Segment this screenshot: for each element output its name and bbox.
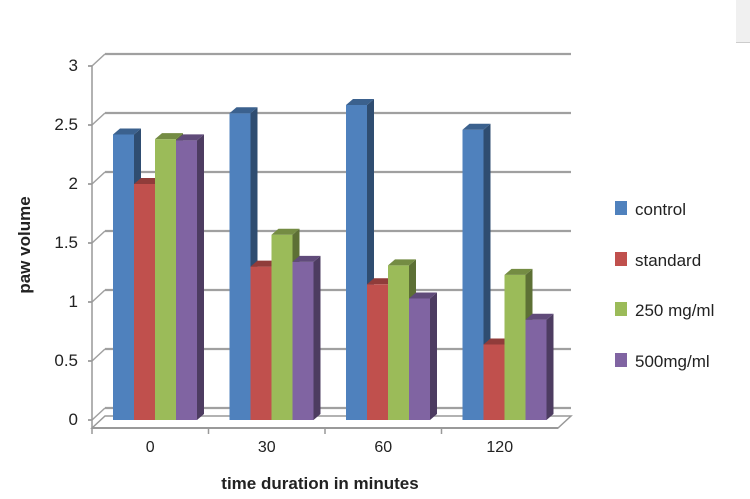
bar-top	[113, 128, 141, 135]
y-tick-label: 3	[69, 56, 78, 75]
bar-control-0	[113, 134, 134, 420]
bar-250-mg/ml-120	[504, 274, 526, 420]
y-tick-label: 1.5	[54, 233, 78, 252]
bar-500mg/ml-0	[176, 140, 197, 420]
bar-top	[504, 268, 533, 275]
y-axis-label: paw volume	[15, 196, 34, 293]
legend-swatch	[615, 302, 627, 316]
legend-label: control	[635, 200, 686, 219]
legend-label: 250 mg/ml	[635, 301, 714, 320]
bar-control-60	[346, 104, 367, 420]
y-tick-label: 0	[69, 410, 78, 429]
bar-top	[176, 134, 204, 141]
bar-standard-0	[134, 184, 155, 420]
bar-top	[525, 313, 554, 320]
bar-top	[388, 259, 416, 266]
bar-top	[292, 255, 321, 262]
bar-side	[197, 134, 204, 420]
gridline-side	[91, 407, 106, 421]
bar-side	[546, 313, 554, 420]
x-tick-label: 120	[486, 439, 513, 456]
bar-500mg/ml-60	[409, 298, 430, 420]
bar-250-mg/ml-0	[155, 139, 176, 420]
legend-swatch	[615, 252, 627, 266]
legend-swatch	[615, 353, 627, 367]
bar-top	[409, 292, 437, 299]
bar-top	[155, 133, 183, 140]
bar-side	[313, 255, 321, 420]
y-tick-label: 1	[69, 292, 78, 311]
window-edge-strip	[736, 0, 750, 43]
legend-label: standard	[635, 251, 701, 270]
gridline-side	[91, 289, 106, 303]
gridline-side	[91, 171, 106, 185]
gridline-side	[91, 348, 106, 362]
bar-top	[229, 107, 258, 114]
bar-250-mg/ml-60	[388, 265, 409, 420]
y-tick-label: 2	[69, 174, 78, 193]
x-tick-label: 60	[374, 439, 392, 456]
x-tick-label: 30	[258, 439, 276, 456]
bar-top	[271, 228, 300, 235]
bar-side	[430, 292, 437, 420]
bar-top	[462, 123, 491, 130]
gridline-side	[91, 53, 106, 67]
x-tick-label: 0	[146, 439, 155, 456]
bar-control-120	[462, 129, 484, 420]
legend-label: 500mg/ml	[635, 352, 710, 371]
bar-500mg/ml-30	[292, 261, 314, 420]
y-tick-label: 2.5	[54, 115, 78, 134]
bar-standard-60	[367, 284, 388, 420]
legend-swatch	[615, 201, 627, 215]
bar-250-mg/ml-30	[271, 234, 293, 420]
gridline-side	[91, 112, 106, 126]
y-tick-label: 0.5	[54, 351, 78, 370]
bar-control-30	[229, 113, 251, 420]
x-axis-label: time duration in minutes	[221, 474, 418, 493]
bar-500mg/ml-120	[525, 319, 547, 420]
bar-top	[346, 98, 374, 105]
bar-standard-120	[483, 344, 505, 420]
gridline-side	[91, 230, 106, 244]
bar-standard-30	[250, 266, 272, 420]
